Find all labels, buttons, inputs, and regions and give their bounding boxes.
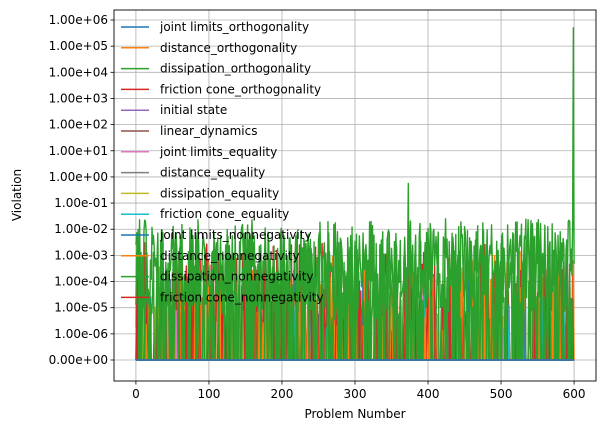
series-layer [135,27,575,361]
legend-entry: initial state [160,103,227,117]
y-tick-label: 1.00e-05 [54,301,108,315]
x-axis-label: Problem Number [304,407,405,421]
y-tick-label: 1.00e-01 [54,196,108,210]
legend-entry: dissipation_orthogonality [160,62,311,76]
x-tick-label: 0 [132,387,140,401]
legend-entry: distance_orthogonality [160,41,297,55]
legend-entry: friction cone_nonnegativity [160,290,324,304]
legend-entry: dissipation_nonnegativity [160,270,314,284]
legend-entry: dissipation_equality [160,186,279,200]
y-axis-label: Violation [10,169,24,221]
y-tick-label: 1.00e+04 [49,65,108,79]
y-tick-label: 1.00e+00 [49,170,108,184]
y-tick-label: 1.00e-06 [54,327,108,341]
y-tick-label: 1.00e+06 [49,13,108,27]
legend-entry: joint limits_equality [159,145,277,159]
legend-entry: distance_nonnegativity [160,249,300,263]
series-line [135,27,575,361]
x-tick-label: 200 [271,387,294,401]
y-tick-label: 1.00e+02 [49,118,108,132]
x-tick-label: 500 [490,387,513,401]
legend-entry: distance_equality [160,166,265,180]
legend-entry: friction cone_orthogonality [160,82,321,96]
y-tick-label: 1.00e+05 [49,39,108,53]
legend-entry: friction cone_equality [160,207,289,221]
legend: joint limits_orthogonality distance_ortho… [121,20,324,304]
y-tick-label: 0.00e+00 [49,353,108,367]
y-tick-label: 1.00e+01 [49,144,108,158]
y-tick-label: 1.00e-03 [54,248,108,262]
x-tick-label: 400 [417,387,440,401]
legend-entry: linear_dynamics [160,124,258,138]
y-tick-label: 1.00e-02 [54,222,108,236]
y-axis: 0.00e+00 1.00e-06 1.00e-05 1.00e-04 1.00e-03… [49,13,114,367]
x-axis: 0 100 200 300 400 500 600 [132,381,586,401]
legend-entry: joint limits_nonnegativity [159,228,312,242]
x-tick-label: 300 [344,387,367,401]
x-tick-label: 100 [197,387,220,401]
legend-entry: joint limits_orthogonality [159,20,309,34]
y-tick-label: 1.00e+03 [49,91,108,105]
x-tick-label: 600 [563,387,586,401]
y-tick-label: 1.00e-04 [54,275,108,289]
